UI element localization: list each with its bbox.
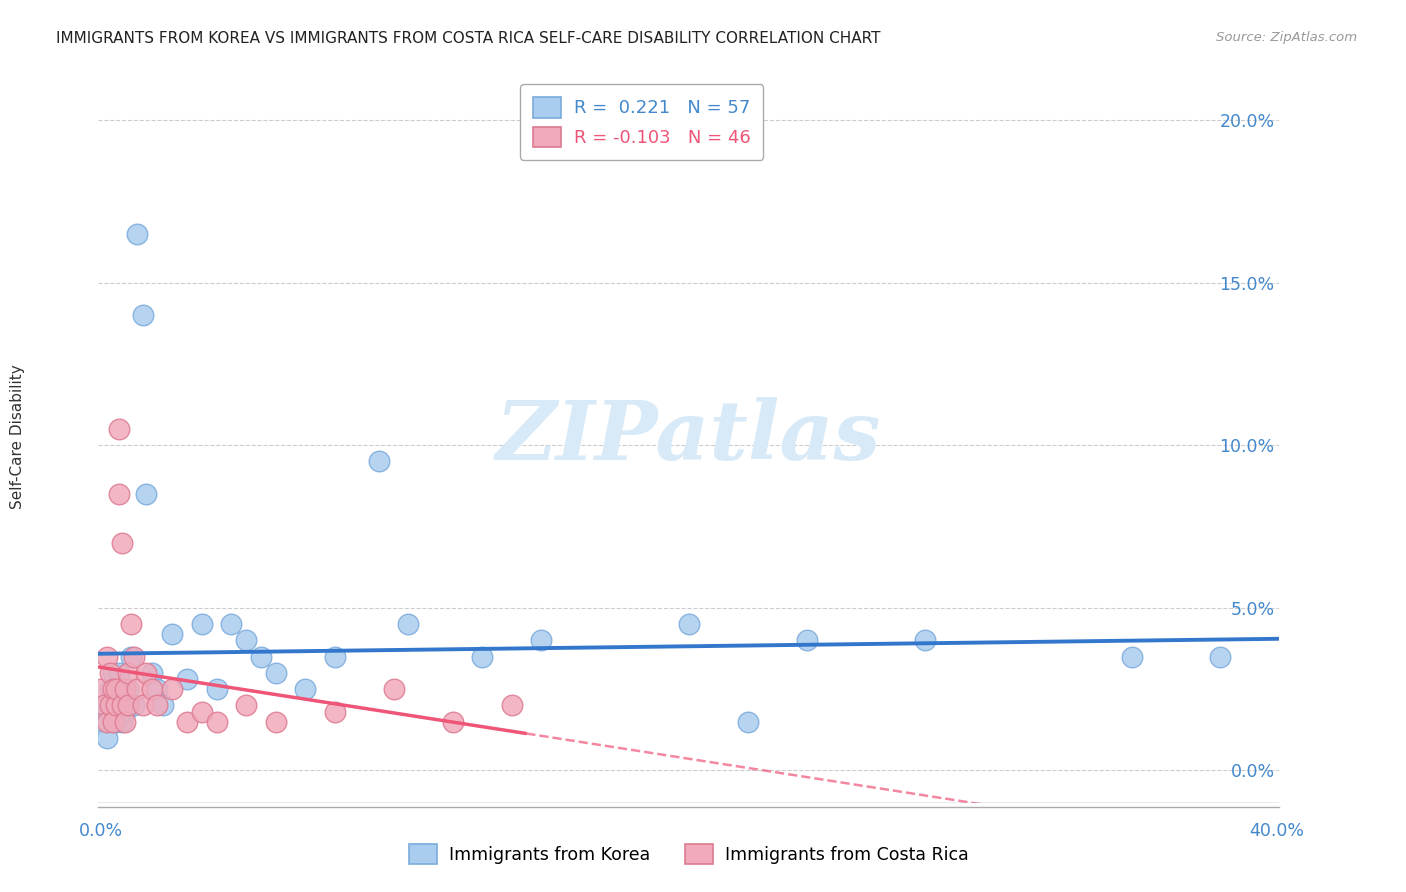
Point [117,681,139,696]
Point [111,698,134,713]
Point [108,422,131,436]
Point [117,698,139,713]
Point [176,714,198,729]
Point [117,698,139,713]
Point [114,714,136,729]
Point [96,698,118,713]
Point [108,698,131,713]
Point [191,617,214,632]
Point [678,617,700,632]
Point [117,665,139,680]
Point [98,705,121,719]
Point [146,681,169,696]
Text: ZIPatlas: ZIPatlas [496,397,882,477]
Point [205,681,228,696]
Point [105,698,128,713]
Point [162,626,183,640]
Point [103,698,125,713]
Point [219,617,243,632]
Point [98,665,121,680]
Point [132,698,155,713]
Text: IMMIGRANTS FROM KOREA VS IMMIGRANTS FROM COSTA RICA SELF-CARE DISABILITY CORRELA: IMMIGRANTS FROM KOREA VS IMMIGRANTS FROM… [56,31,880,46]
Legend: Immigrants from Korea, Immigrants from Costa Rica: Immigrants from Korea, Immigrants from C… [402,837,976,871]
Text: 40.0%: 40.0% [1249,822,1305,840]
Point [162,681,183,696]
Point [111,714,134,729]
Point [125,681,148,696]
Point [441,714,464,729]
Point [114,698,136,713]
Point [108,665,131,680]
Point [250,649,273,664]
Text: 0.0%: 0.0% [79,822,124,840]
Point [103,714,125,729]
Point [98,681,121,696]
Point [176,673,198,687]
Point [235,698,257,713]
Point [737,714,759,729]
Point [96,649,118,664]
Point [93,698,115,713]
Point [103,681,125,696]
Point [122,698,145,713]
Point [135,487,157,501]
Point [141,681,163,696]
Point [264,665,287,680]
Point [135,665,157,680]
Text: Source: ZipAtlas.com: Source: ZipAtlas.com [1216,31,1357,45]
Point [914,633,936,648]
Point [264,714,287,729]
Point [471,649,494,664]
Point [105,681,128,696]
Point [93,714,115,729]
Point [294,681,316,696]
Point [120,617,142,632]
Point [114,681,136,696]
Point [122,649,145,664]
Point [132,308,155,322]
Point [105,714,128,729]
Point [96,731,118,745]
Point [530,633,553,648]
Point [146,698,169,713]
Point [125,227,148,241]
Point [368,454,391,468]
Text: Self-Care Disability: Self-Care Disability [10,365,25,509]
Point [98,698,121,713]
Point [323,649,346,664]
Point [96,714,118,729]
Point [152,698,174,713]
Point [111,535,134,549]
Point [105,681,128,696]
Point [1209,649,1232,664]
Point [120,649,142,664]
Point [108,487,131,501]
Point [141,665,163,680]
Point [103,665,125,680]
Point [235,633,257,648]
Point [323,705,346,719]
Point [796,633,818,648]
Point [396,617,419,632]
Point [191,705,214,719]
Point [90,681,112,696]
Point [1121,649,1143,664]
Point [382,681,405,696]
Point [114,705,136,719]
Point [111,681,134,696]
Point [501,698,523,713]
Point [205,714,228,729]
